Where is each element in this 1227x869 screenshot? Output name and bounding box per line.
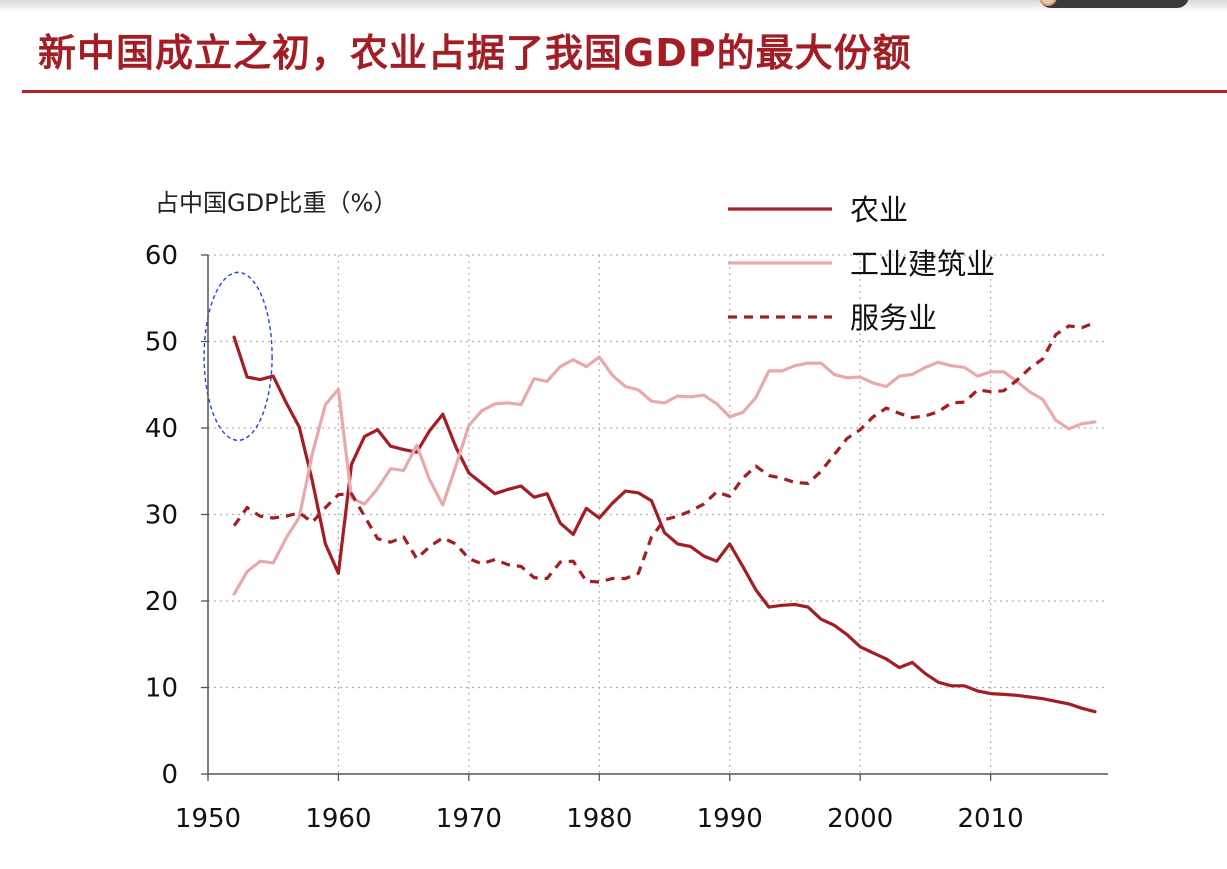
x-tick-label: 2010 xyxy=(958,804,1024,834)
x-tick-label: 1960 xyxy=(305,804,371,834)
x-tick-label: 1970 xyxy=(436,804,502,834)
series-line-2 xyxy=(232,355,1097,596)
x-tick-label: 1980 xyxy=(566,804,632,834)
x-tick-label: 1950 xyxy=(175,804,241,834)
legend-label: 工业建筑业 xyxy=(850,247,995,281)
x-tick-label: 1990 xyxy=(697,804,763,834)
y-tick-label: 10 xyxy=(145,674,178,704)
grid-lines xyxy=(208,254,1108,774)
highlight-ellipse xyxy=(203,271,273,442)
slide-title: 新中国成立之初，农业占据了我国GDP的最大份额 xyxy=(38,31,912,75)
highlight-annotation xyxy=(203,271,273,442)
x-tick-label: 2000 xyxy=(827,804,893,834)
series-line-1 xyxy=(232,335,1097,714)
axes: 0 10 20 30 40 50 60 1950 1960 1970 1980 1990 2000 201… xyxy=(145,241,1108,834)
title-underline xyxy=(22,90,1227,93)
y-axis-label: 占中国GDP比重（%） xyxy=(155,189,397,217)
series-line-3 xyxy=(232,321,1096,584)
series-layer xyxy=(232,321,1097,714)
y-tick-label: 60 xyxy=(145,241,178,271)
y-tick-label: 40 xyxy=(145,414,178,444)
y-tick-label: 0 xyxy=(161,760,178,790)
window-top-bar xyxy=(0,0,1227,12)
y-tick-label: 50 xyxy=(145,328,178,358)
y-tick-label: 30 xyxy=(145,501,178,531)
legend-label: 农业 xyxy=(850,193,908,227)
y-tick-label: 20 xyxy=(145,587,178,617)
legend-label: 服务业 xyxy=(850,301,937,335)
